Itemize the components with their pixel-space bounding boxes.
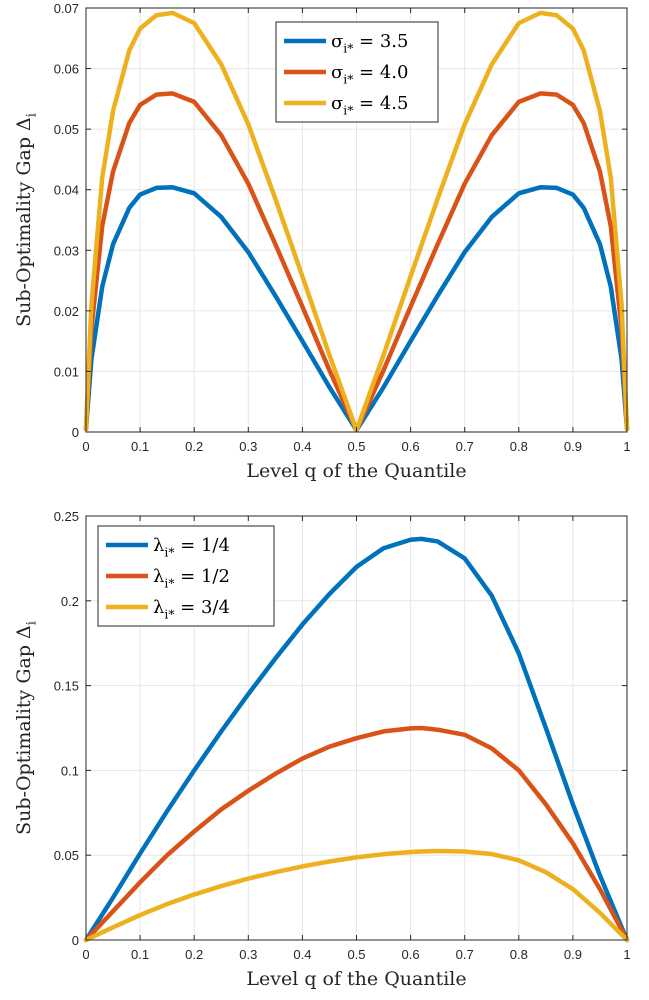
y-tick-label: 0.05 (54, 122, 79, 137)
x-tick-label: 0.6 (402, 439, 420, 454)
chart-top: 0 0.1 0.2 0.3 0.4 0.5 0.6 0.7 0.8 0.9 1 0 0.01 0.02 0.… (13, 1, 631, 482)
x-tick-label: 0.2 (185, 439, 203, 454)
x-tick-label: 0.1 (131, 947, 149, 962)
x-axis-label: Level q of the Quantile (246, 460, 466, 482)
x-tick-label: 0.7 (456, 947, 474, 962)
legend-label-2: σi* = 4.0 (331, 62, 408, 86)
x-tick-label: 0.6 (402, 947, 420, 962)
x-tick-label: 1 (623, 947, 630, 962)
x-tick-label: 0.3 (239, 439, 257, 454)
x-tick-label: 0.7 (456, 439, 474, 454)
x-tick-label: 0.2 (185, 947, 203, 962)
x-tick-label: 0.8 (510, 439, 528, 454)
x-tick-label: 0.9 (564, 439, 582, 454)
x-tick-label: 0 (82, 439, 89, 454)
y-tick-label: 0.1 (61, 763, 79, 778)
x-tick-label: 0.5 (347, 439, 365, 454)
y-tick-label: 0 (72, 933, 79, 948)
legend-label-1: λi* = 1/4 (153, 535, 230, 559)
y-tick-label: 0.06 (54, 62, 79, 77)
y-tick-label: 0.05 (54, 848, 79, 863)
y-tick-label: 0.03 (54, 243, 79, 258)
y-tick-label: 0 (72, 425, 79, 440)
y-tick-label: 0.02 (54, 304, 79, 319)
series-line-1 (83, 536, 630, 943)
x-tick-label: 1 (623, 439, 630, 454)
x-tick-label: 0.4 (293, 947, 311, 962)
x-tick-label: 0.9 (564, 947, 582, 962)
y-tick-label: 0.01 (54, 364, 79, 379)
y-tick-label: 0.2 (61, 594, 79, 609)
y-axis-label: Sub-Optimality Gap Δi (13, 621, 40, 835)
y-axis-label: Sub-Optimality Gap Δi (13, 113, 40, 327)
legend-label-2: λi* = 1/2 (153, 566, 230, 590)
y-tick-label: 0.25 (54, 509, 79, 524)
x-tick-label: 0.3 (239, 947, 257, 962)
legend-label-3: σi* = 4.5 (331, 93, 408, 117)
x-tick-label: 0.8 (510, 947, 528, 962)
x-tick-label: 0 (82, 947, 89, 962)
x-tick-label: 0.1 (131, 439, 149, 454)
x-axis-label: Level q of the Quantile (246, 968, 466, 990)
y-tick-label: 0.15 (54, 679, 79, 694)
legend-label-1: σi* = 3.5 (331, 31, 408, 55)
y-tick-label: 0.04 (54, 183, 79, 198)
x-tick-label: 0.4 (293, 439, 311, 454)
series-line-3 (83, 848, 630, 943)
x-tick-label: 0.5 (347, 947, 365, 962)
chart-bottom: 0 0.1 0.2 0.3 0.4 0.5 0.6 0.7 0.8 0.9 1 0 0.05 0.1 0.1… (13, 509, 631, 990)
legend-label-3: λi* = 3/4 (153, 597, 230, 621)
series-line-2 (83, 725, 630, 943)
y-tick-label: 0.07 (54, 1, 79, 16)
